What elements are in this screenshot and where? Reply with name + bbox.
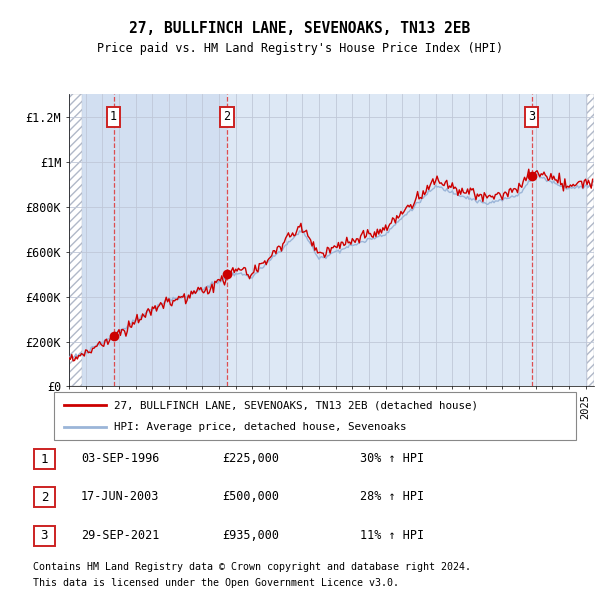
Text: Price paid vs. HM Land Registry's House Price Index (HPI): Price paid vs. HM Land Registry's House … [97,42,503,55]
Text: 30% ↑ HPI: 30% ↑ HPI [360,452,424,465]
Text: 27, BULLFINCH LANE, SEVENOAKS, TN13 2EB: 27, BULLFINCH LANE, SEVENOAKS, TN13 2EB [130,21,470,35]
Text: 11% ↑ HPI: 11% ↑ HPI [360,529,424,542]
Text: 28% ↑ HPI: 28% ↑ HPI [360,490,424,503]
Text: 3: 3 [41,529,48,542]
Text: 2: 2 [223,110,230,123]
Text: 2: 2 [41,491,48,504]
Bar [82,94,227,386]
Text: Contains HM Land Registry data © Crown copyright and database right 2024.: Contains HM Land Registry data © Crown c… [33,562,471,572]
Text: 27, BULLFINCH LANE, SEVENOAKS, TN13 2EB (detached house): 27, BULLFINCH LANE, SEVENOAKS, TN13 2EB … [114,400,478,410]
Text: £935,000: £935,000 [222,529,279,542]
FancyBboxPatch shape [54,392,576,440]
Text: 1: 1 [110,110,117,123]
Text: This data is licensed under the Open Government Licence v3.0.: This data is licensed under the Open Gov… [33,578,399,588]
FancyBboxPatch shape [34,487,55,507]
Bar [69,94,82,386]
Text: 29-SEP-2021: 29-SEP-2021 [81,529,160,542]
FancyBboxPatch shape [34,526,55,546]
Text: 1: 1 [41,453,48,466]
Text: £500,000: £500,000 [222,490,279,503]
Text: HPI: Average price, detached house, Sevenoaks: HPI: Average price, detached house, Seve… [114,422,407,432]
FancyBboxPatch shape [34,449,55,469]
Text: 17-JUN-2003: 17-JUN-2003 [81,490,160,503]
Text: £225,000: £225,000 [222,452,279,465]
Text: 03-SEP-1996: 03-SEP-1996 [81,452,160,465]
Bar [587,94,594,386]
Text: 3: 3 [528,110,535,123]
